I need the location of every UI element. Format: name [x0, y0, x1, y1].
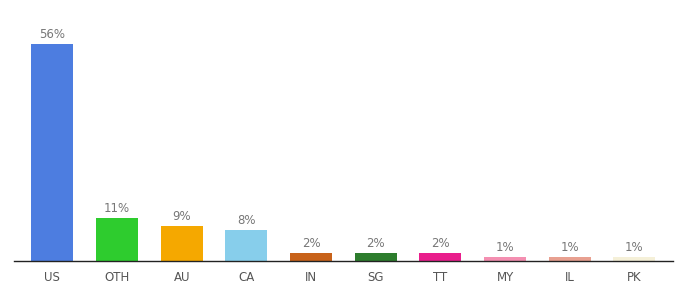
Bar	[613, 257, 656, 261]
Text: 9%: 9%	[173, 210, 191, 223]
Text: 2%: 2%	[367, 237, 385, 250]
Text: 56%: 56%	[39, 28, 65, 41]
Text: 11%: 11%	[104, 202, 130, 215]
Text: 2%: 2%	[302, 237, 320, 250]
Text: 1%: 1%	[496, 241, 514, 254]
Bar	[225, 230, 267, 261]
Bar	[96, 218, 138, 261]
Bar	[484, 257, 526, 261]
Bar	[160, 226, 203, 261]
Text: 1%: 1%	[625, 241, 644, 254]
Text: 1%: 1%	[560, 241, 579, 254]
Text: 2%: 2%	[431, 237, 449, 250]
Bar	[420, 253, 462, 261]
Text: 8%: 8%	[237, 214, 256, 227]
Bar	[549, 257, 591, 261]
Bar	[31, 44, 73, 261]
Bar	[290, 253, 332, 261]
Bar	[355, 253, 396, 261]
